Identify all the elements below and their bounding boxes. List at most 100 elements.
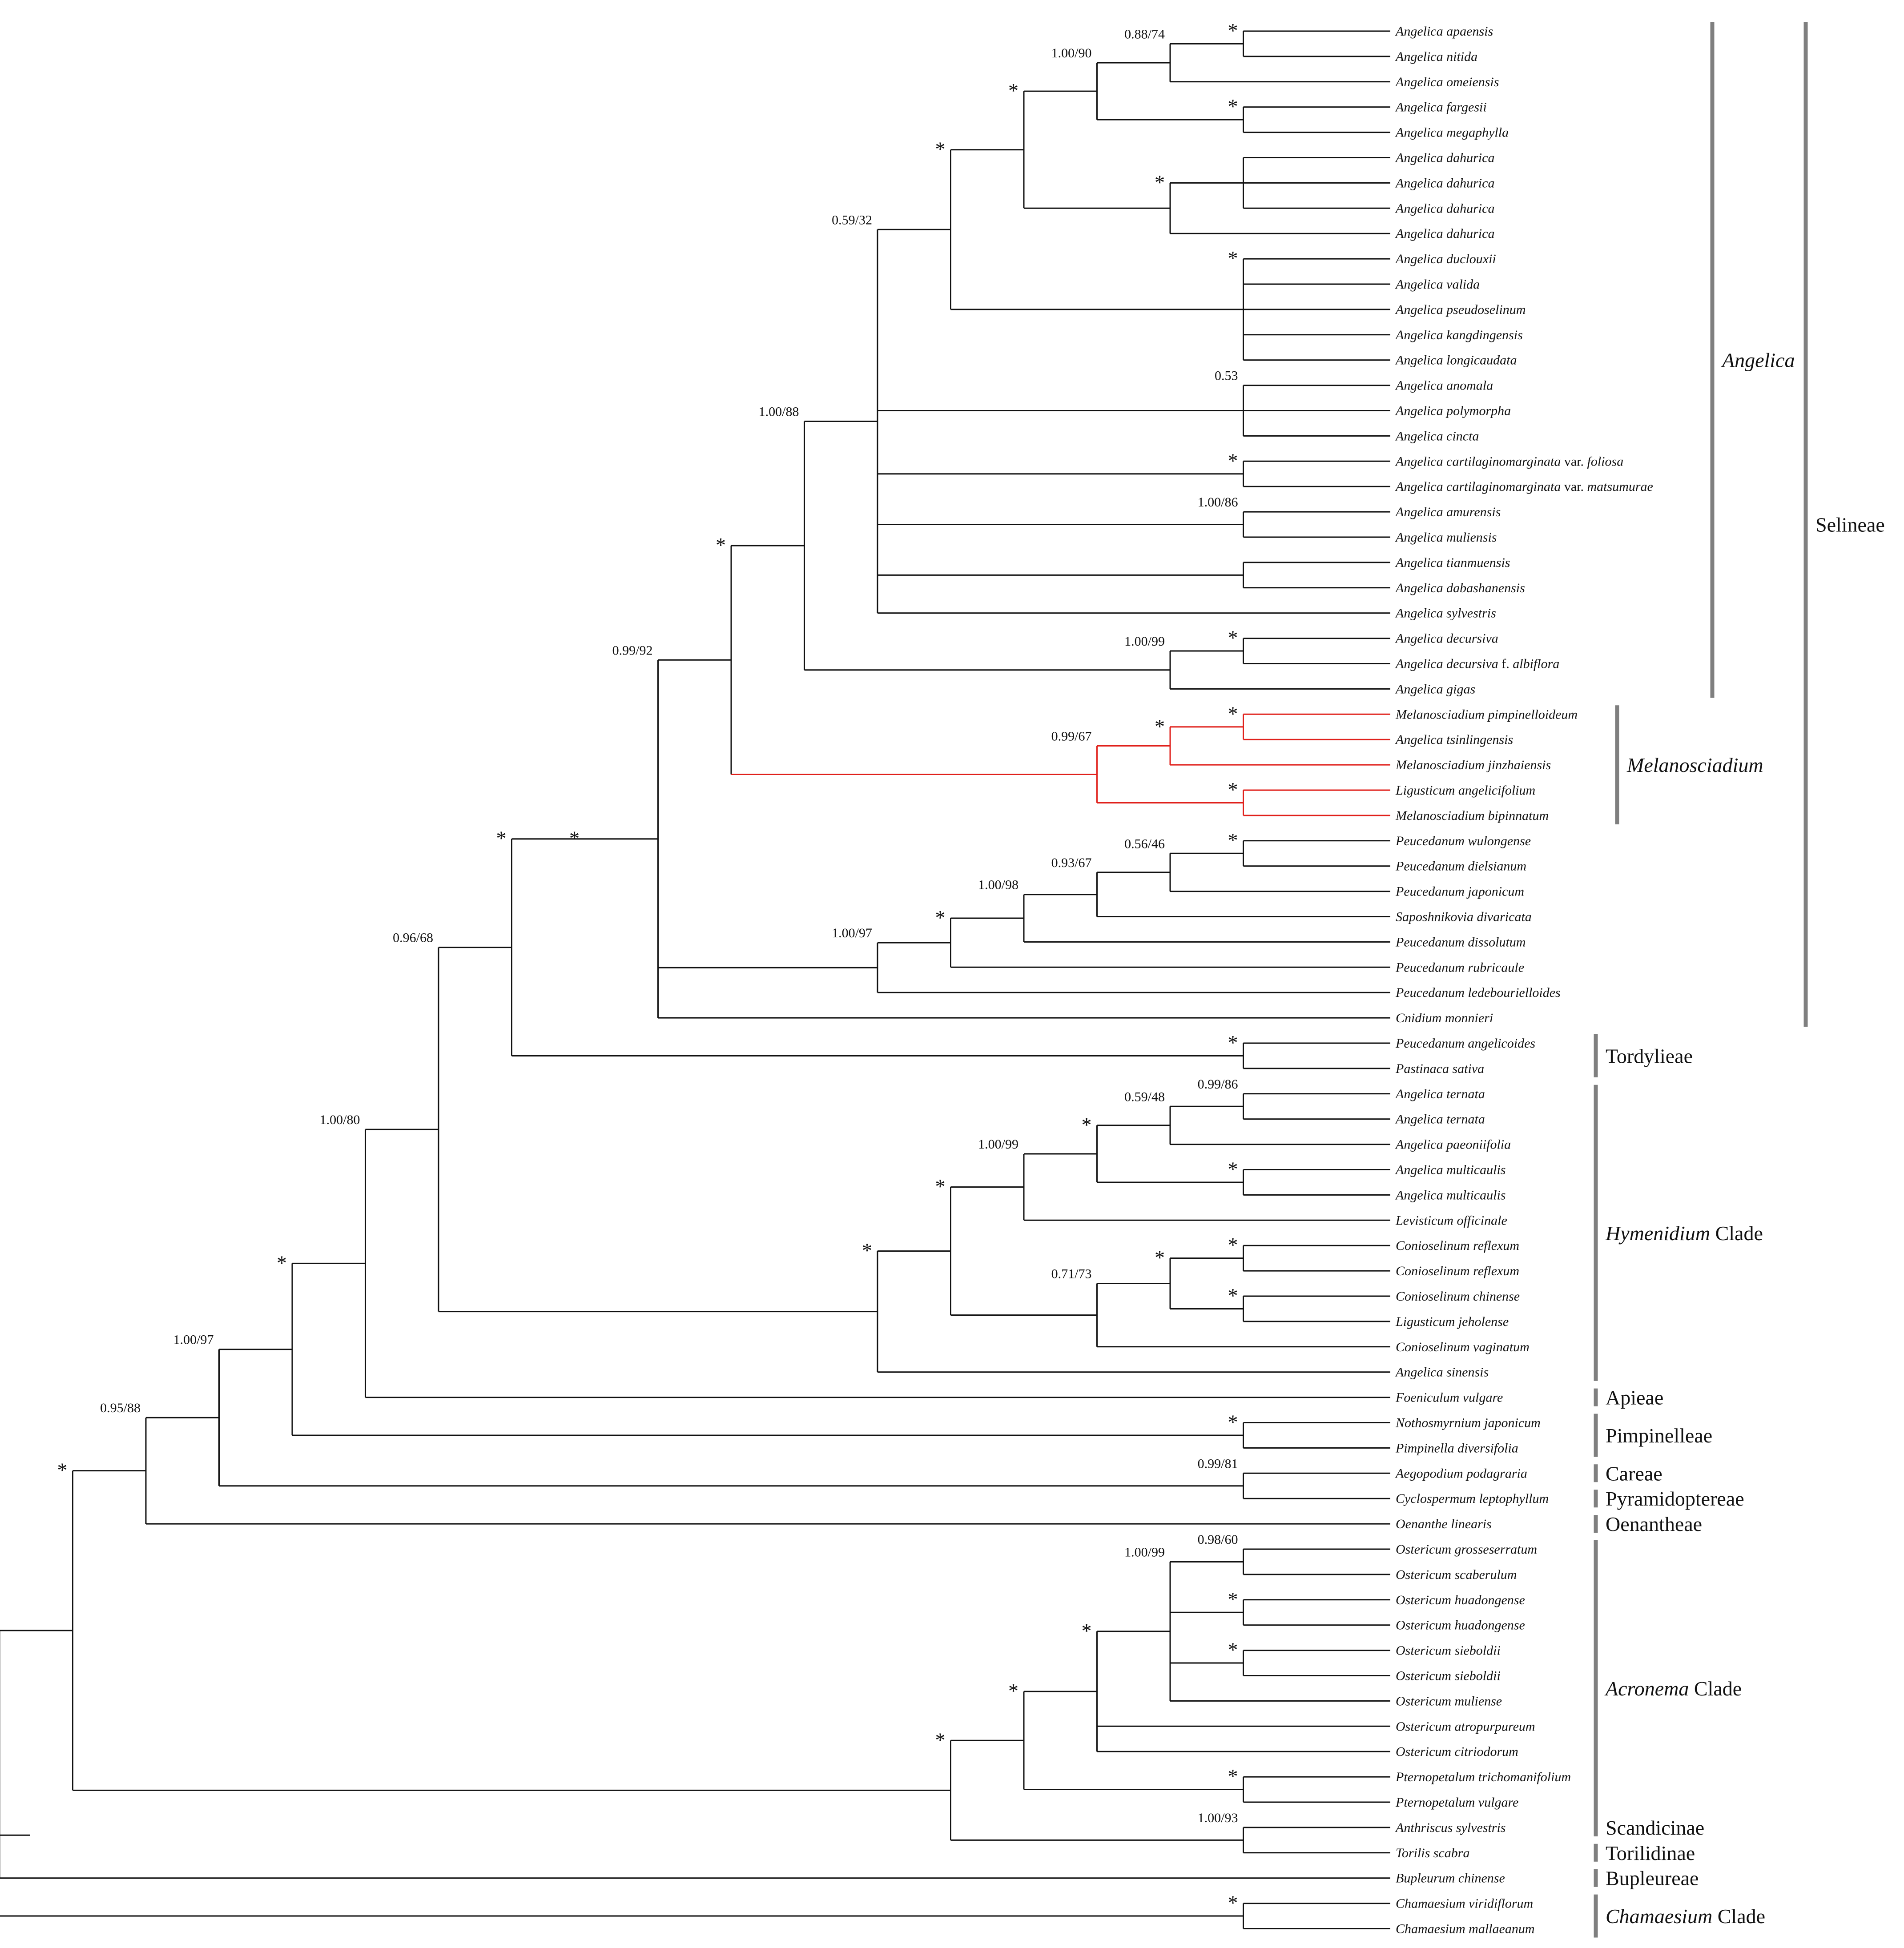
- taxon-label: Foeniculum vulgare: [1395, 1390, 1503, 1405]
- clade-label: Pimpinelleae: [1606, 1424, 1712, 1447]
- support-asterisk: *: [1228, 95, 1238, 118]
- support-asterisk: *: [1228, 1031, 1238, 1054]
- support-value: 1.00/97: [832, 926, 872, 940]
- taxon-label: Levisticum officinale: [1395, 1213, 1507, 1228]
- taxon-label: Ostericum grosseserratum: [1396, 1542, 1537, 1557]
- support-value: 1.00/99: [1124, 1545, 1165, 1559]
- taxon-label: Angelica longicaudata: [1395, 353, 1517, 368]
- taxon-label: Peucedanum wulongense: [1395, 834, 1531, 848]
- support-value: 0.99/92: [612, 643, 653, 658]
- taxon-label: Angelica cartilaginomarginata var. folio…: [1395, 454, 1623, 469]
- taxon-label: Angelica ternata: [1395, 1112, 1485, 1127]
- support-value: 0.71/73: [1051, 1267, 1092, 1281]
- taxon-label: Pternopetalum trichomanifolium: [1395, 1770, 1571, 1784]
- clade-label: Angelica: [1721, 349, 1795, 372]
- taxon-label: Ostericum muliense: [1396, 1694, 1502, 1708]
- support-asterisk: *: [1228, 702, 1238, 725]
- support-value: 1.00/93: [1198, 1811, 1238, 1825]
- support-value: 0.99/81: [1198, 1456, 1238, 1471]
- support-asterisk: *: [496, 827, 507, 850]
- taxon-label: Conioselinum chinense: [1396, 1289, 1520, 1304]
- support-asterisk: *: [1008, 79, 1018, 102]
- taxon-label: Angelica gigas: [1395, 682, 1475, 696]
- taxon-label: Angelica sinensis: [1395, 1365, 1489, 1380]
- support-value: 1.00/98: [978, 878, 1018, 892]
- taxon-label: Pimpinella diversifolia: [1395, 1441, 1518, 1455]
- taxon-label: Angelica dahurica: [1395, 151, 1494, 165]
- support-asterisk: *: [1228, 1639, 1238, 1661]
- support-value: 0.59/48: [1124, 1089, 1165, 1104]
- support-asterisk: *: [1228, 449, 1238, 472]
- support-value: 1.00/80: [320, 1113, 360, 1127]
- support-asterisk: *: [1228, 627, 1238, 649]
- taxon-label: Angelica pseudoselinum: [1395, 302, 1526, 317]
- taxon-label: Angelica nitida: [1395, 49, 1477, 64]
- taxon-label: Oenanthe linearis: [1396, 1517, 1492, 1531]
- taxon-label: Angelica tsinlingensis: [1395, 732, 1513, 747]
- support-asterisk: *: [1228, 778, 1238, 801]
- taxon-label: Peucedanum rubricaule: [1395, 960, 1524, 975]
- support-value: 0.99/67: [1051, 729, 1092, 743]
- taxon-label: Melanosciadium bipinnatum: [1395, 808, 1549, 823]
- support-asterisk: *: [57, 1459, 68, 1482]
- taxon-label: Angelica duclouxii: [1395, 252, 1496, 266]
- taxon-label: Cnidium monnieri: [1396, 1011, 1493, 1025]
- taxon-label: Pternopetalum vulgare: [1395, 1795, 1518, 1810]
- taxon-label: Conioselinum reflexum: [1396, 1238, 1519, 1253]
- taxon-label: Angelica omeiensis: [1395, 75, 1499, 89]
- taxon-label: Angelica sylvestris: [1395, 606, 1496, 621]
- taxon-label: Chamaesium mallaeanum: [1396, 1922, 1534, 1936]
- support-asterisk: *: [1228, 1892, 1238, 1914]
- support-value: 1.00/88: [759, 405, 799, 419]
- taxon-label: Angelica anomala: [1395, 378, 1493, 393]
- support-value: 0.95/88: [100, 1401, 141, 1415]
- support-asterisk: *: [277, 1251, 287, 1274]
- taxon-label: Angelica amurensis: [1395, 505, 1501, 519]
- support-value: 0.53: [1215, 369, 1238, 383]
- taxon-label: Pastinaca sativa: [1395, 1061, 1484, 1076]
- support-asterisk: *: [1155, 715, 1165, 738]
- support-asterisk: *: [935, 1175, 946, 1198]
- taxon-label: Ostericum sieboldii: [1396, 1669, 1501, 1683]
- support-value: 1.00/90: [1051, 46, 1092, 60]
- support-value: 0.59/32: [832, 213, 872, 227]
- taxon-label: Angelica cincta: [1395, 429, 1479, 443]
- taxon-label: Saposhnikovia divaricata: [1396, 910, 1532, 924]
- support-asterisk: *: [1008, 1679, 1018, 1702]
- taxon-label: Peucedanum dielsianum: [1395, 859, 1526, 874]
- taxon-label: Peucedanum angelicoides: [1395, 1036, 1535, 1051]
- clade-label: Apieae: [1606, 1386, 1663, 1409]
- support-value: 0.88/74: [1124, 27, 1165, 41]
- taxon-label: Melanosciadium jinzhaiensis: [1395, 758, 1551, 772]
- taxon-label: Angelica dahurica: [1395, 176, 1494, 190]
- support-value: 0.98/60: [1198, 1532, 1238, 1547]
- support-value: 1.00/86: [1198, 495, 1238, 510]
- taxon-label: Angelica cartilaginomarginata var. matsu…: [1395, 479, 1653, 494]
- taxon-label: Angelica valida: [1395, 277, 1480, 292]
- taxon-labels: Angelica apaensis Angelica nitida Angelica…: [1395, 24, 1653, 1936]
- taxon-label: Melanosciadium pimpinelloideum: [1395, 707, 1578, 722]
- taxon-label: Angelica multicaulis: [1395, 1163, 1505, 1177]
- taxon-label: Torilis scabra: [1396, 1846, 1469, 1860]
- taxon-label: Angelica megaphylla: [1395, 125, 1509, 140]
- support-asterisk: *: [1082, 1619, 1092, 1642]
- clade-label: Oenantheae: [1606, 1513, 1702, 1535]
- support-value: 1.00/99: [1124, 634, 1165, 649]
- taxon-label: Angelica muliensis: [1395, 530, 1497, 545]
- support-asterisk: *: [1228, 247, 1238, 269]
- taxon-label: Cyclospermum leptophyllum: [1396, 1491, 1549, 1506]
- taxon-label: Angelica decursiva: [1395, 631, 1498, 646]
- support-value: 1.00/97: [173, 1333, 214, 1347]
- support-asterisk: *: [935, 1728, 946, 1751]
- clade-label: Careae: [1606, 1462, 1662, 1485]
- support-value: 0.99/86: [1198, 1077, 1238, 1092]
- support-asterisk: *: [1228, 1284, 1238, 1307]
- support-asterisk: *: [1228, 1158, 1238, 1181]
- taxon-label: Peucedanum dissolutum: [1395, 935, 1526, 949]
- taxon-label: Ligusticum angelicifolium: [1395, 783, 1535, 798]
- taxon-label: Angelica decursiva f. albiflora: [1395, 657, 1559, 671]
- clade-label: Chamaesium Clade: [1606, 1905, 1765, 1928]
- support-asterisk: *: [1228, 1588, 1238, 1611]
- taxon-label: Ostericum atropurpureum: [1396, 1719, 1535, 1734]
- clade-label: Scandicinae: [1606, 1816, 1704, 1839]
